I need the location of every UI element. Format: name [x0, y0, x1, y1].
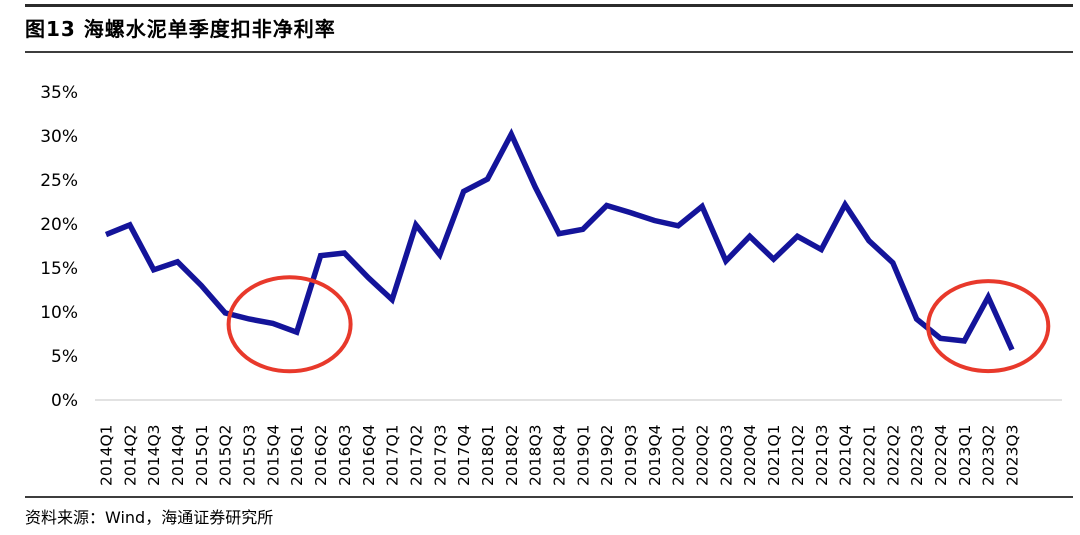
x-axis-tick-label: 2016Q3: [336, 424, 354, 486]
x-axis-tick-label: 2021Q1: [765, 424, 783, 486]
y-axis-tick-label: 20%: [40, 215, 78, 235]
y-axis-tick-label: 15%: [40, 259, 78, 279]
figure-source: 资料来源：Wind，海通证券研究所: [25, 508, 274, 527]
x-axis-tick-label: 2021Q2: [789, 424, 807, 486]
x-axis-tick-label: 2023Q2: [980, 424, 998, 486]
y-axis-tick-label: 35%: [40, 83, 78, 103]
y-axis-tick-label: 30%: [40, 127, 78, 147]
x-axis-tick-label: 2015Q1: [193, 424, 211, 486]
x-axis-tick-label: 2015Q2: [217, 424, 235, 486]
y-axis-tick-label: 0%: [51, 391, 78, 411]
x-axis-tick-label: 2014Q3: [145, 424, 163, 486]
y-axis-tick-label: 25%: [40, 171, 78, 191]
x-axis-tick-label: 2015Q3: [241, 424, 259, 486]
x-axis-tick-label: 2017Q1: [384, 424, 402, 486]
x-axis-tick-label: 2016Q2: [312, 424, 330, 486]
x-axis-tick-label: 2022Q4: [932, 424, 950, 486]
x-axis-tick-label: 2014Q4: [169, 424, 187, 486]
title-divider-rule: [25, 51, 1073, 53]
x-axis-tick-label: 2023Q3: [1004, 424, 1022, 486]
figure-title: 图13 海螺水泥单季度扣非净利率: [25, 17, 336, 41]
x-axis-tick-label: 2014Q1: [98, 424, 116, 486]
x-axis-tick-label: 2020Q2: [694, 424, 712, 486]
x-axis-tick-label: 2017Q3: [431, 424, 449, 486]
x-axis-tick-label: 2021Q3: [813, 424, 831, 486]
x-axis-tick-label: 2018Q1: [479, 424, 497, 486]
highlight-ellipse: [226, 275, 353, 374]
x-axis-tick-label: 2020Q4: [741, 424, 759, 486]
y-axis-tick-label: 10%: [40, 303, 78, 323]
x-axis-tick-label: 2020Q3: [717, 424, 735, 486]
x-axis-tick-label: 2022Q3: [908, 424, 926, 486]
net-margin-data-line: [104, 127, 1015, 351]
x-axis-tick-label: 2017Q2: [407, 424, 425, 486]
highlight-ellipse: [926, 279, 1051, 374]
x-axis-tick-label: 2018Q2: [503, 424, 521, 486]
x-axis-tick-label: 2016Q1: [288, 424, 306, 486]
x-axis-tick-label: 2022Q2: [884, 424, 902, 486]
x-axis-tick-label: 2021Q4: [837, 424, 855, 486]
y-axis-tick-label: 5%: [51, 347, 78, 367]
x-axis-tick-label: 2014Q2: [121, 424, 139, 486]
x-axis-tick-label: 2018Q3: [527, 424, 545, 486]
x-axis-tick-label: 2019Q4: [646, 424, 664, 486]
x-axis-tick-label: 2023Q1: [956, 424, 974, 486]
x-axis-tick-label: 2018Q4: [551, 424, 569, 486]
x-axis-tick-label: 2019Q2: [598, 424, 616, 486]
x-axis-tick-label: 2015Q4: [264, 424, 282, 486]
x-axis-tick-label: 2022Q1: [860, 424, 878, 486]
x-axis-tick-label: 2016Q4: [360, 424, 378, 486]
x-axis-tick-label: 2017Q4: [455, 424, 473, 486]
footer-divider-rule: [25, 496, 1073, 498]
x-axis-tick-label: 2020Q1: [670, 424, 688, 486]
top-border-rule: [25, 4, 1073, 7]
x-axis-tick-label: 2019Q1: [574, 424, 592, 486]
x-axis-tick-label: 2019Q3: [622, 424, 640, 486]
